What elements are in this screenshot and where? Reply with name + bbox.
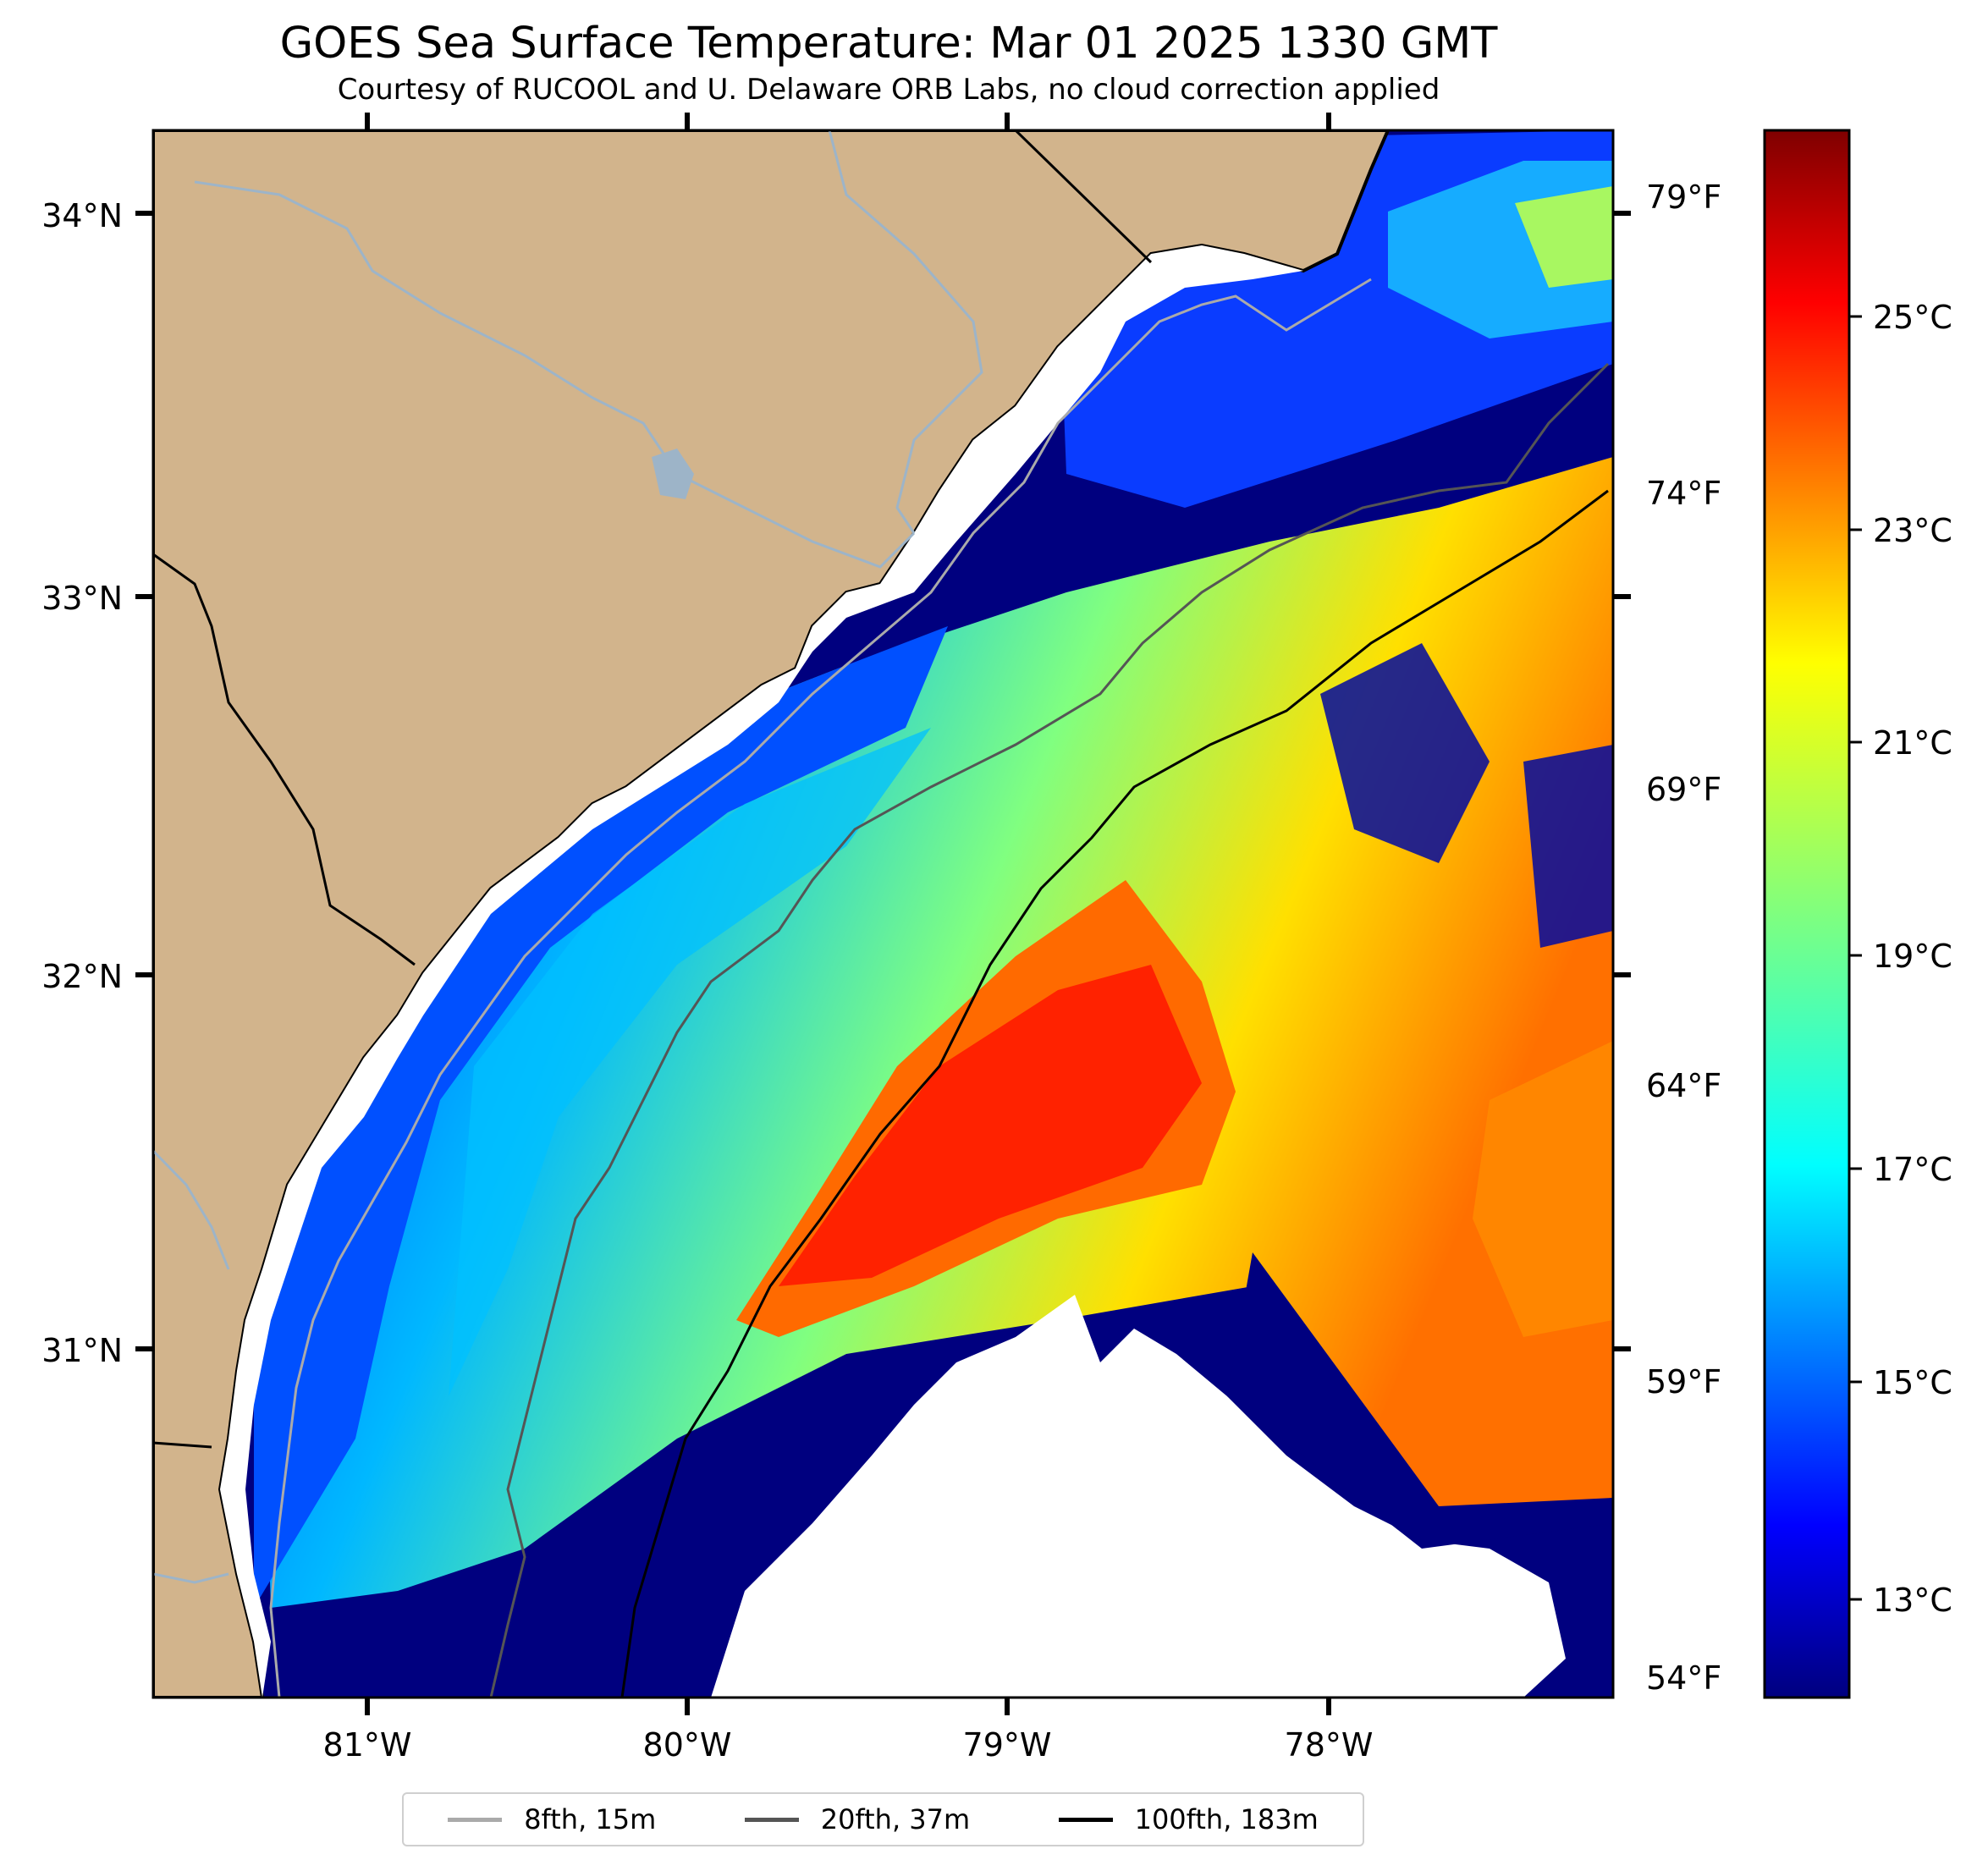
lat-label-33: 33°N — [41, 580, 123, 617]
gulf-stream-hot — [779, 965, 1202, 1286]
f-label-74: 74°F — [1646, 475, 1721, 512]
state-border — [153, 130, 1153, 1449]
map-frame — [151, 129, 1615, 1699]
f-label-69: 69°F — [1646, 771, 1721, 808]
c-label-19: 19°C — [1873, 938, 1952, 975]
legend-item-20fth: 20fth, 37m — [744, 1803, 971, 1835]
lat-label-32: 32°N — [41, 958, 123, 995]
legend-label-8fth: 8fth, 15m — [524, 1803, 657, 1835]
axis-ticks — [135, 113, 1631, 1715]
lon-label-81: 81°W — [323, 1726, 412, 1764]
colorbar-ticks — [1849, 315, 1862, 1601]
lat-label-31: 31°N — [41, 1332, 123, 1369]
f-label-54: 54°F — [1646, 1659, 1721, 1697]
f-label-79: 79°F — [1646, 179, 1721, 216]
legend-line-100fth — [1058, 1817, 1113, 1822]
northern-yellow-patch — [1515, 186, 1613, 288]
map-panel — [153, 130, 1613, 1698]
legend-item-100fth: 100fth, 183m — [1058, 1803, 1319, 1835]
nearshore-cyan-band — [449, 728, 931, 1396]
f-label-64: 64°F — [1646, 1067, 1721, 1104]
isobath-legend: 8fth, 15m 20fth, 37m 100fth, 183m — [402, 1792, 1364, 1846]
eastern-warm-eddy — [1473, 1041, 1613, 1337]
f-label-59: 59°F — [1646, 1363, 1721, 1400]
legend-line-8fth — [448, 1817, 503, 1822]
isobath-8fth — [269, 278, 1372, 1698]
legend-label-100fth: 100fth, 183m — [1134, 1803, 1319, 1835]
legend-line-20fth — [744, 1817, 799, 1822]
map-subtitle: Courtesy of RUCOOL and U. Delaware ORB L… — [337, 73, 1440, 107]
legend-label-20fth: 20fth, 37m — [820, 1803, 971, 1835]
lon-label-78: 78°W — [1285, 1726, 1374, 1764]
c-label-17: 17°C — [1873, 1151, 1952, 1188]
isobath-20fth — [489, 362, 1610, 1698]
c-label-21: 21°C — [1873, 724, 1952, 762]
c-label-25: 25°C — [1873, 299, 1952, 336]
map-title: GOES Sea Surface Temperature: Mar 01 202… — [279, 19, 1498, 69]
c-label-15: 15°C — [1873, 1364, 1952, 1401]
lon-label-79: 79°W — [963, 1726, 1052, 1764]
isobath-100fth — [620, 489, 1609, 1698]
rivers — [153, 130, 983, 1584]
cloud-masked-area — [711, 1295, 1566, 1698]
lon-label-80: 80°W — [643, 1726, 732, 1764]
c-label-13: 13°C — [1873, 1582, 1952, 1619]
cold-band-south — [1227, 1252, 1613, 1549]
coastal-white-strip — [220, 245, 1303, 1698]
lat-label-34: 34°N — [41, 197, 123, 234]
c-label-23: 23°C — [1873, 512, 1952, 549]
colorbar — [1763, 129, 1851, 1699]
eastern-cold-eddies — [1320, 643, 1613, 948]
shelf-water-gradient — [254, 457, 1613, 1608]
legend-item-8fth: 8fth, 15m — [448, 1803, 656, 1835]
lake — [652, 448, 694, 499]
